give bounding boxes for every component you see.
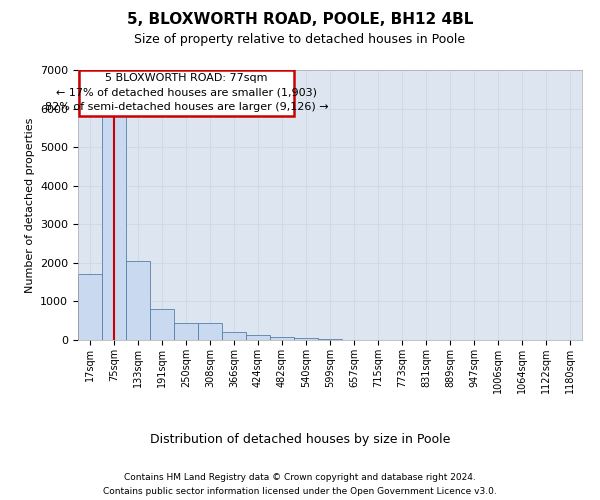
Bar [318,339,342,340]
Bar [198,324,222,340]
Text: Size of property relative to detached houses in Poole: Size of property relative to detached ho… [134,32,466,46]
Bar [294,338,318,340]
Text: Distribution of detached houses by size in Poole: Distribution of detached houses by size … [150,432,450,446]
Bar [126,261,150,340]
Bar [246,336,270,340]
Text: 5, BLOXWORTH ROAD, POOLE, BH12 4BL: 5, BLOXWORTH ROAD, POOLE, BH12 4BL [127,12,473,28]
Text: 5 BLOXWORTH ROAD: 77sqm
← 17% of detached houses are smaller (1,903)
82% of semi: 5 BLOXWORTH ROAD: 77sqm ← 17% of detache… [45,72,328,112]
Bar [174,324,198,340]
Bar [150,309,174,340]
Bar [270,336,294,340]
Bar [222,332,246,340]
Bar [78,274,102,340]
Text: Contains HM Land Registry data © Crown copyright and database right 2024.: Contains HM Land Registry data © Crown c… [124,472,476,482]
Bar [102,116,126,340]
Bar [79,70,294,116]
Text: Contains public sector information licensed under the Open Government Licence v3: Contains public sector information licen… [103,488,497,496]
Y-axis label: Number of detached properties: Number of detached properties [25,118,35,292]
